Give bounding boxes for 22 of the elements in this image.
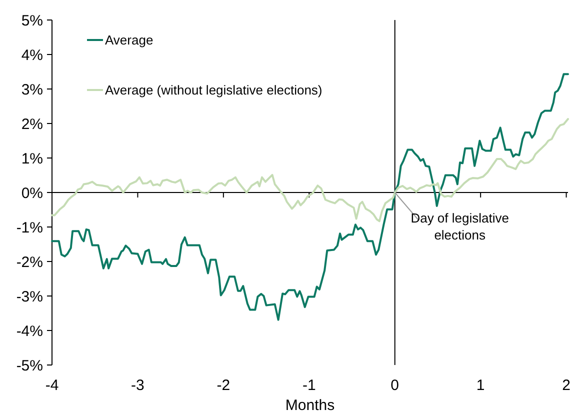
- y-tick-label: -5%: [16, 357, 43, 374]
- x-tick-label: 0: [390, 377, 400, 394]
- x-tick-label: -4: [45, 377, 59, 394]
- legend-label: Average: [105, 32, 154, 48]
- y-tick-label: 2%: [21, 116, 43, 133]
- y-tick-label: -4%: [16, 322, 43, 340]
- y-tick-label: 0%: [21, 184, 43, 202]
- y-tick-label: 3%: [21, 81, 43, 98]
- x-tick-label: -1: [302, 377, 316, 394]
- legend-label: Average (without legislative elections): [105, 82, 322, 98]
- y-tick-label: -1%: [16, 219, 43, 236]
- x-tick-label: 2: [562, 377, 570, 394]
- x-axis-title: Months: [285, 397, 335, 414]
- x-tick-label: -2: [216, 377, 230, 394]
- y-tick-label: 1%: [21, 150, 43, 168]
- y-tick-label: -3%: [16, 288, 43, 306]
- y-tick-label: 5%: [21, 12, 43, 30]
- annotation: Day of legislative elections: [410, 210, 509, 242]
- x-tick-label: -3: [131, 377, 144, 394]
- y-tick-label: -2%: [16, 254, 43, 271]
- x-tick-label: 1: [476, 377, 485, 394]
- y-tick-label: 4%: [21, 46, 43, 64]
